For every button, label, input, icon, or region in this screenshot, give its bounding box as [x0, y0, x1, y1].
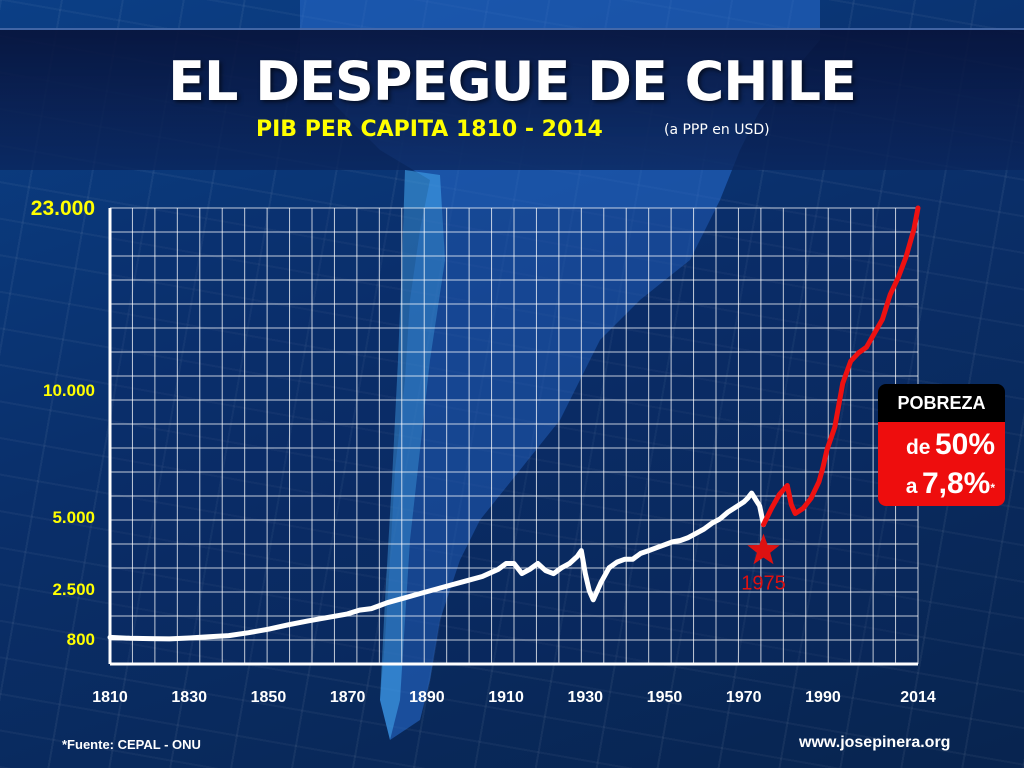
x-tick-label: 1870 — [330, 689, 366, 706]
poverty-footnote-mark: * — [990, 481, 995, 495]
x-tick-label: 1850 — [251, 689, 287, 706]
poverty-to-line: a 7,8%* — [878, 467, 995, 506]
x-tick-label: 1830 — [171, 689, 207, 706]
chart-subtitle: PIB PER CAPITA 1810 - 2014 — [256, 117, 603, 142]
poverty-body: de 50% a 7,8%* — [878, 422, 1005, 506]
page-title: EL DESPEGUE DE CHILE — [168, 50, 857, 113]
poverty-from-value: 50% — [934, 428, 995, 461]
y-tick-label: 23.000 — [31, 197, 95, 220]
y-tick-label: 2.500 — [52, 580, 95, 599]
source-note: *Fuente: CEPAL - ONU — [62, 737, 201, 752]
poverty-to-value: 7,8% — [921, 467, 991, 500]
annotation-label: 1975 — [741, 573, 786, 595]
y-tick-label: 10.000 — [43, 381, 95, 400]
x-tick-label: 1990 — [805, 689, 841, 706]
poverty-to-prefix: a — [905, 475, 918, 498]
unit-note: (a PPP en USD) — [664, 122, 770, 138]
y-tick-label: 5.000 — [52, 508, 95, 527]
poverty-from-line: de 50% — [878, 422, 995, 467]
poverty-box: POBREZA de 50% a 7,8%* — [878, 384, 1005, 506]
series-line-before-1975 — [107, 490, 766, 642]
x-tick-label: 1810 — [92, 689, 128, 706]
x-tick-label: 1930 — [567, 689, 603, 706]
x-tick-label: 1970 — [726, 689, 762, 706]
poverty-heading: POBREZA — [878, 384, 1005, 422]
x-tick-label: 1950 — [647, 689, 683, 706]
x-tick-label: 1890 — [409, 689, 445, 706]
website-link[interactable]: www.josepinera.org — [799, 734, 951, 751]
y-tick-label: 800 — [67, 630, 95, 649]
header-band — [0, 28, 1024, 170]
annotation-star — [747, 533, 780, 565]
x-tick-label: 2014 — [900, 689, 936, 706]
series-line-after-1975 — [761, 205, 921, 528]
x-tick-label: 1910 — [488, 689, 524, 706]
poverty-from-prefix: de — [905, 436, 931, 459]
